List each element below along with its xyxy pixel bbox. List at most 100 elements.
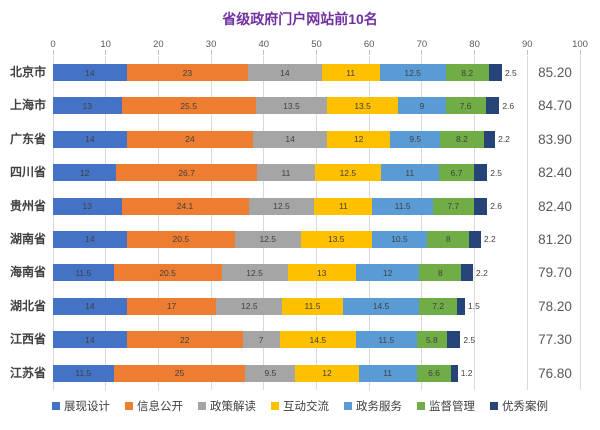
x-axis-tick-mark [368,50,370,55]
bar-row: 湖北省 14 17 12.5 11.5 14.5 7.2 1.5 78.20 [0,290,600,323]
segment-value-label: 20.5 [159,267,176,278]
x-axis-tick-label: 70 [416,39,428,50]
bar-segment: 13.5 [255,97,328,115]
bar-segment: 14 [53,331,127,349]
segment-value-label: 11 [405,167,415,178]
bar-row: 广东省 14 24 14 12 9.5 8.2 2.2 83.90 [0,123,600,156]
bar-segment: 12 [327,130,391,148]
legend-label: 互动交流 [283,401,329,413]
segment-value-label: 13.5 [283,100,300,111]
bar-segment: 9 [398,97,446,115]
x-axis-tick-label: 90 [522,39,533,50]
bar-segment: 11 [314,197,373,215]
bar-segment: 11 [321,64,380,81]
bar-segment: 12.5 [216,297,283,315]
stacked-bar: 13 25.5 13.5 13.5 9 7.6 2.6 [53,97,514,115]
category-label: 江苏省 [9,365,46,380]
bar-segment: 14 [253,130,327,148]
chart-title: 省级政府门户网站前10名 [222,11,378,27]
segment-value-label: 11.5 [304,301,321,312]
x-axis-tick-mark [157,50,159,55]
x-axis-tick-label: 10 [100,39,111,50]
gridline [474,56,476,390]
legend: 展现设计 信息公开 政策解读 互动交流 政务服务 监督管理 优秀案例 [0,398,600,414]
plot-area [52,56,581,390]
row-total: 79.70 [538,265,572,281]
row-total: 82.40 [538,165,572,181]
bar-segment: 13 [53,97,122,115]
stacked-bar: 11.5 25 9.5 12 11 6.6 1.2 [53,364,473,382]
bar-segment: 14.5 [279,331,356,349]
segment-value-label: 2.6 [490,201,503,212]
category-label: 海南省 [9,265,46,280]
bar-segment: 8.2 [445,64,489,81]
gridline [421,56,423,390]
segment-value-label: 13 [317,267,327,278]
legend-item: 互动交流 [271,398,329,414]
bar-segment: 12 [295,364,359,382]
bar-segment: 12.5 [234,230,301,248]
segment-value-label: 14.5 [309,334,327,345]
bar-segment: 7.2 [419,297,458,315]
bar-segment: 9.5 [390,130,441,148]
bar-segment: 14 [53,297,127,315]
segment-value-label: 11.5 [394,201,411,212]
category-label: 上海市 [9,98,46,113]
segment-value-label: 23 [182,67,193,78]
segment-value-label: 13.5 [327,234,345,245]
bar-row: 湖南省 14 20.5 12.5 13.5 10.5 8 2.2 81.20 [0,223,600,256]
segment-value-label: 25 [174,368,185,379]
gridline [157,56,159,390]
segment-value-label: 14.5 [372,301,390,312]
segment-value-label: 25.5 [180,100,197,111]
segment-value-label: 14 [285,134,295,145]
legend-item: 政策解读 [198,398,256,414]
bar-segment [483,130,496,148]
bar-row: 江苏省 11.5 25 9.5 12 11 6.6 1.2 76.80 [0,357,600,390]
legend-item: 信息公开 [125,398,183,414]
gridline [210,56,212,390]
stacked-bar: 14 23 14 11 12.5 8.2 2.5 [53,64,517,81]
legend-swatch-icon [344,402,352,410]
bar-segment: 11 [358,364,417,382]
stacked-bar: 11.5 20.5 12.5 13 12 8 2.2 [53,264,488,282]
gridline [526,56,528,390]
category-label: 江西省 [9,332,46,347]
bar-segment: 23 [126,64,248,81]
stacked-bar: 14 22 7 14.5 11.5 5.8 2.5 [53,331,475,349]
x-axis-tick-label: 100 [572,39,588,50]
legend-label: 监督管理 [429,401,475,413]
category-label: 北京市 [9,65,46,79]
x-axis-tick-mark [210,50,212,55]
x-axis-tick-label: 40 [258,39,270,50]
bar-segment [485,97,500,115]
bar-segment: 6.6 [416,364,452,382]
segment-value-label: 7 [258,334,264,345]
segment-value-label: 2.5 [504,67,517,78]
segment-value-label: 9.5 [409,134,422,145]
segment-value-label: 22 [180,334,190,345]
legend-label: 政务服务 [356,401,402,413]
x-axis-tick-mark [474,50,476,55]
x-axis-tick-mark [579,50,581,55]
legend-swatch-icon [198,402,206,410]
bar-segment: 26.7 [116,164,257,182]
bar-segment: 8 [419,264,462,282]
bar-segment: 11 [256,164,315,182]
x-axis-tick-mark [105,50,107,55]
stacked-bar: 12 26.7 11 12.5 11 6.7 2.5 [53,164,502,182]
gridline [579,56,581,390]
legend-item: 政务服务 [344,398,402,414]
segment-value-label: 24 [185,134,195,145]
segment-value-label: 14 [85,134,95,145]
bar-segment: 12.5 [314,164,381,182]
bar-segment: 13.5 [300,230,372,248]
x-axis-tick-mark [52,50,54,55]
bar-segment: 24.1 [121,197,249,215]
segment-value-label: 5.8 [425,334,438,345]
segment-value-label: 12 [79,167,90,178]
segment-value-label: 11 [338,201,348,212]
bar-segment: 8.2 [440,130,484,148]
bar-segment: 20.5 [113,264,222,282]
legend-item: 监督管理 [417,398,475,414]
